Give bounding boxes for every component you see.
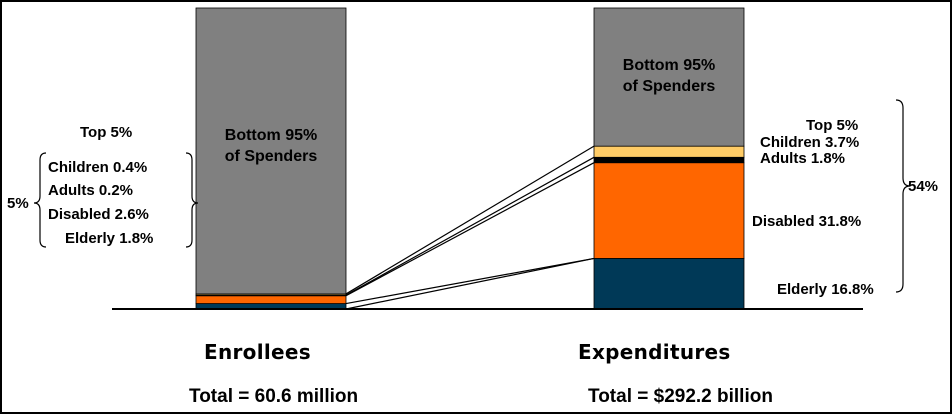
connector-line [345, 156, 595, 296]
total-enrollees: Total = 60.6 million [189, 386, 359, 407]
bar-expenditures-adults [593, 156, 745, 164]
left-brace [33, 152, 47, 248]
expenditures-bottom95-line1: Bottom 95% [622, 57, 716, 74]
connector-line [345, 257, 595, 305]
bar-expenditures-disabled [593, 162, 745, 259]
right-brace [895, 99, 911, 293]
bar-enrollees-bottom-95-of-spenders [195, 7, 347, 295]
bar-expenditures-children [593, 145, 745, 158]
right-children-label: Children 3.7% [760, 134, 860, 151]
left-inner-brace [185, 152, 199, 248]
right-disabled-label: Disabled 31.8% [752, 213, 862, 230]
left-disabled-label: Disabled 2.6% [48, 206, 149, 223]
right-elderly-label: Elderly 16.8% [777, 281, 874, 298]
left-bracket-label: 5% [7, 195, 29, 212]
left-children-label: Children 0.4% [48, 159, 148, 176]
enrollees-bottom95-line1: Bottom 95% [224, 127, 318, 144]
connector-line [345, 145, 595, 295]
expenditures-bottom95-label: Bottom 95% of Spenders [594, 55, 744, 97]
left-elderly-label: Elderly 1.8% [65, 230, 154, 247]
enrollees-bottom95-line2: of Spenders [224, 148, 318, 165]
enrollees-bottom95-label: Bottom 95% of Spenders [196, 125, 346, 167]
right-top5-label: Top 5% [806, 117, 859, 134]
expenditures-bottom95-line2: of Spenders [622, 78, 716, 95]
x-label-expenditures: Expenditures [578, 340, 731, 364]
connector-line [345, 162, 595, 297]
left-top5-label: Top 5% [80, 124, 133, 141]
right-adults-label: Adults 1.8% [760, 150, 846, 167]
total-expenditures: Total = $292.2 billion [588, 386, 773, 407]
x-label-enrollees: Enrollees [204, 340, 311, 364]
connector-line [345, 257, 595, 310]
bar-enrollees-disabled [195, 295, 347, 304]
left-adults-label: Adults 0.2% [48, 182, 134, 199]
bar-expenditures-bottom-95-of-spenders [593, 7, 745, 147]
bar-expenditures-elderly [593, 258, 745, 310]
right-bracket-label: 54% [908, 178, 939, 195]
